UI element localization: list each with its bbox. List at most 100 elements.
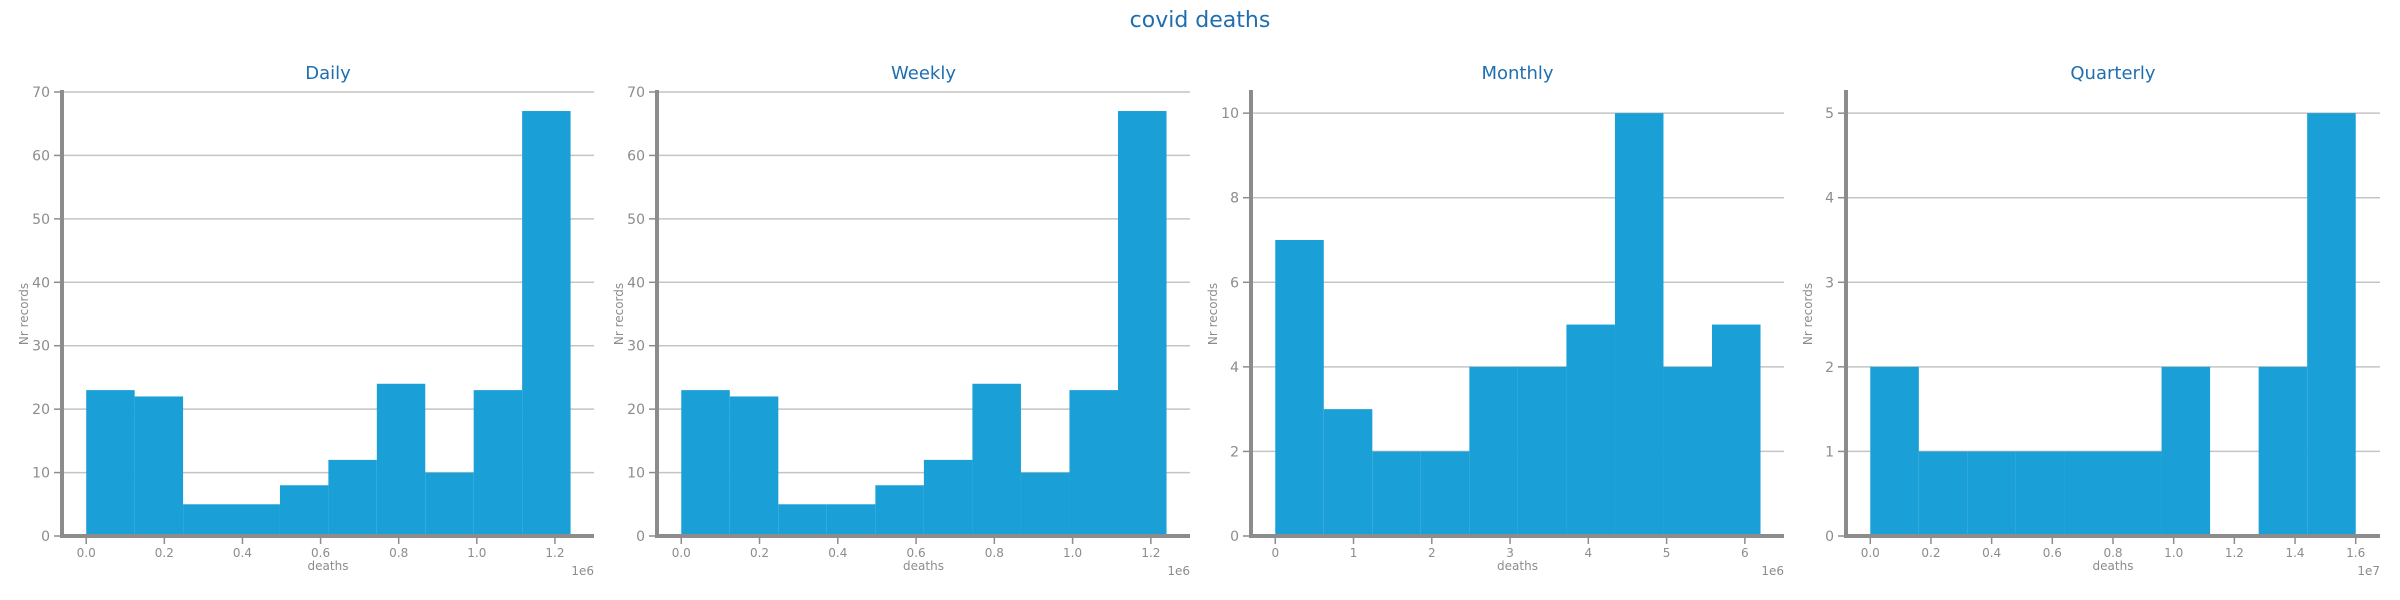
x-tick-label: 1.6 [2346, 546, 2365, 560]
x-axis-label: deaths [1497, 559, 1538, 573]
x-tick-label: 0.2 [155, 546, 174, 560]
x-tick-label: 1.2 [2225, 546, 2244, 560]
histogram-bar [1711, 324, 1761, 536]
y-axis-label: Nr records [612, 283, 626, 345]
x-axis-offset-label: 1e7 [2357, 564, 2380, 578]
y-tick-label: 6 [1230, 275, 1239, 291]
y-tick-label: 40 [32, 275, 50, 291]
histogram-bar [1566, 324, 1615, 536]
y-tick-label: 10 [32, 466, 50, 482]
y-tick-label: 5 [1825, 106, 1834, 122]
y-axis-label: Nr records [1801, 283, 1815, 345]
subplot-title: Daily [305, 63, 351, 84]
y-tick-label: 70 [32, 85, 50, 101]
histogram-bar [681, 390, 730, 536]
x-tick-label: 1.4 [2285, 546, 2304, 560]
x-tick-label: 0.8 [985, 546, 1004, 560]
y-tick-label: 20 [627, 402, 645, 418]
y-tick-label: 30 [32, 339, 50, 355]
subplot-title: Weekly [891, 63, 956, 84]
x-tick-label: 0.2 [750, 546, 769, 560]
histogram-bar [2015, 451, 2065, 536]
x-tick-label: 4 [1585, 546, 1593, 560]
histogram-bar [134, 396, 184, 536]
y-tick-label: 2 [1230, 444, 1239, 460]
histogram-bar [1614, 113, 1664, 537]
y-tick-label: 10 [1221, 106, 1239, 122]
histogram-bar [972, 383, 1021, 536]
x-tick-label: 2 [1428, 546, 1436, 560]
histogram-bar [376, 383, 426, 536]
histogram-bar [2161, 366, 2211, 536]
histogram-bar [923, 459, 973, 536]
histogram-bar [1469, 366, 1518, 536]
histogram-bar [1420, 451, 1470, 536]
y-tick-label: 1 [1825, 444, 1834, 460]
histogram-bar [1117, 111, 1167, 537]
y-tick-label: 4 [1825, 191, 1834, 207]
x-tick-label: 1.0 [467, 546, 486, 560]
x-axis-offset-label: 1e6 [1167, 564, 1190, 578]
x-tick-label: 0.0 [77, 546, 96, 560]
x-axis-offset-label: 1e6 [571, 564, 594, 578]
histogram-bar [2064, 451, 2113, 536]
subplot-title: Monthly [1481, 63, 1553, 84]
y-tick-label: 0 [1230, 529, 1239, 545]
y-axis-label: Nr records [1206, 283, 1220, 345]
x-axis-offset-label: 1e6 [1761, 564, 1784, 578]
y-tick-label: 40 [627, 275, 645, 291]
histogram-bar [1069, 390, 1118, 536]
y-tick-label: 0 [1825, 529, 1834, 545]
y-tick-label: 60 [627, 148, 645, 164]
histogram-bar [183, 504, 232, 536]
histogram-bar [522, 111, 571, 537]
x-tick-label: 6 [1741, 546, 1749, 560]
x-axis-label: deaths [308, 559, 349, 573]
y-tick-label: 8 [1230, 191, 1239, 207]
y-tick-label: 4 [1230, 360, 1239, 376]
histogram-bar [729, 396, 779, 536]
histogram-bar [875, 485, 924, 536]
x-tick-label: 0.0 [672, 546, 691, 560]
x-tick-label: 0.4 [828, 546, 847, 560]
x-tick-label: 1 [1350, 546, 1358, 560]
y-tick-label: 50 [32, 212, 50, 228]
x-tick-label: 1.0 [2164, 546, 2183, 560]
histogram-bar [1020, 472, 1070, 536]
histogram-bar [1918, 451, 1968, 536]
figure-title: covid deaths [1129, 8, 1271, 33]
histogram-bar [2307, 113, 2356, 537]
histogram-bar [1967, 451, 2016, 536]
x-tick-label: 0.2 [1921, 546, 1940, 560]
x-tick-label: 0.8 [2103, 546, 2122, 560]
subplot-title: Quarterly [2070, 63, 2156, 84]
histogram-bar [1663, 366, 1712, 536]
histogram-bar [1275, 240, 1324, 536]
x-tick-label: 0.4 [233, 546, 252, 560]
histogram-bar [2113, 451, 2162, 536]
x-tick-label: 0 [1271, 546, 1279, 560]
histogram-bar [1323, 409, 1373, 536]
histogram-bar [826, 504, 876, 536]
histogram-bar [1870, 366, 1919, 536]
x-tick-label: 3 [1506, 546, 1514, 560]
y-tick-label: 3 [1825, 275, 1834, 291]
x-tick-label: 1.2 [545, 546, 564, 560]
y-tick-label: 2 [1825, 360, 1834, 376]
histogram-bar [328, 459, 377, 536]
x-tick-label: 0.6 [2043, 546, 2062, 560]
x-tick-label: 0.6 [311, 546, 330, 560]
y-tick-label: 70 [627, 85, 645, 101]
y-axis-label: Nr records [17, 283, 31, 345]
histogram-bar [1517, 366, 1567, 536]
x-tick-label: 1.0 [1063, 546, 1082, 560]
histogram-bar [231, 504, 280, 536]
histogram-bar [425, 472, 474, 536]
x-tick-label: 0.0 [1861, 546, 1880, 560]
x-tick-label: 0.8 [389, 546, 408, 560]
x-axis-label: deaths [903, 559, 944, 573]
x-tick-label: 1.2 [1141, 546, 1160, 560]
histogram-bar [473, 390, 523, 536]
y-tick-label: 30 [627, 339, 645, 355]
